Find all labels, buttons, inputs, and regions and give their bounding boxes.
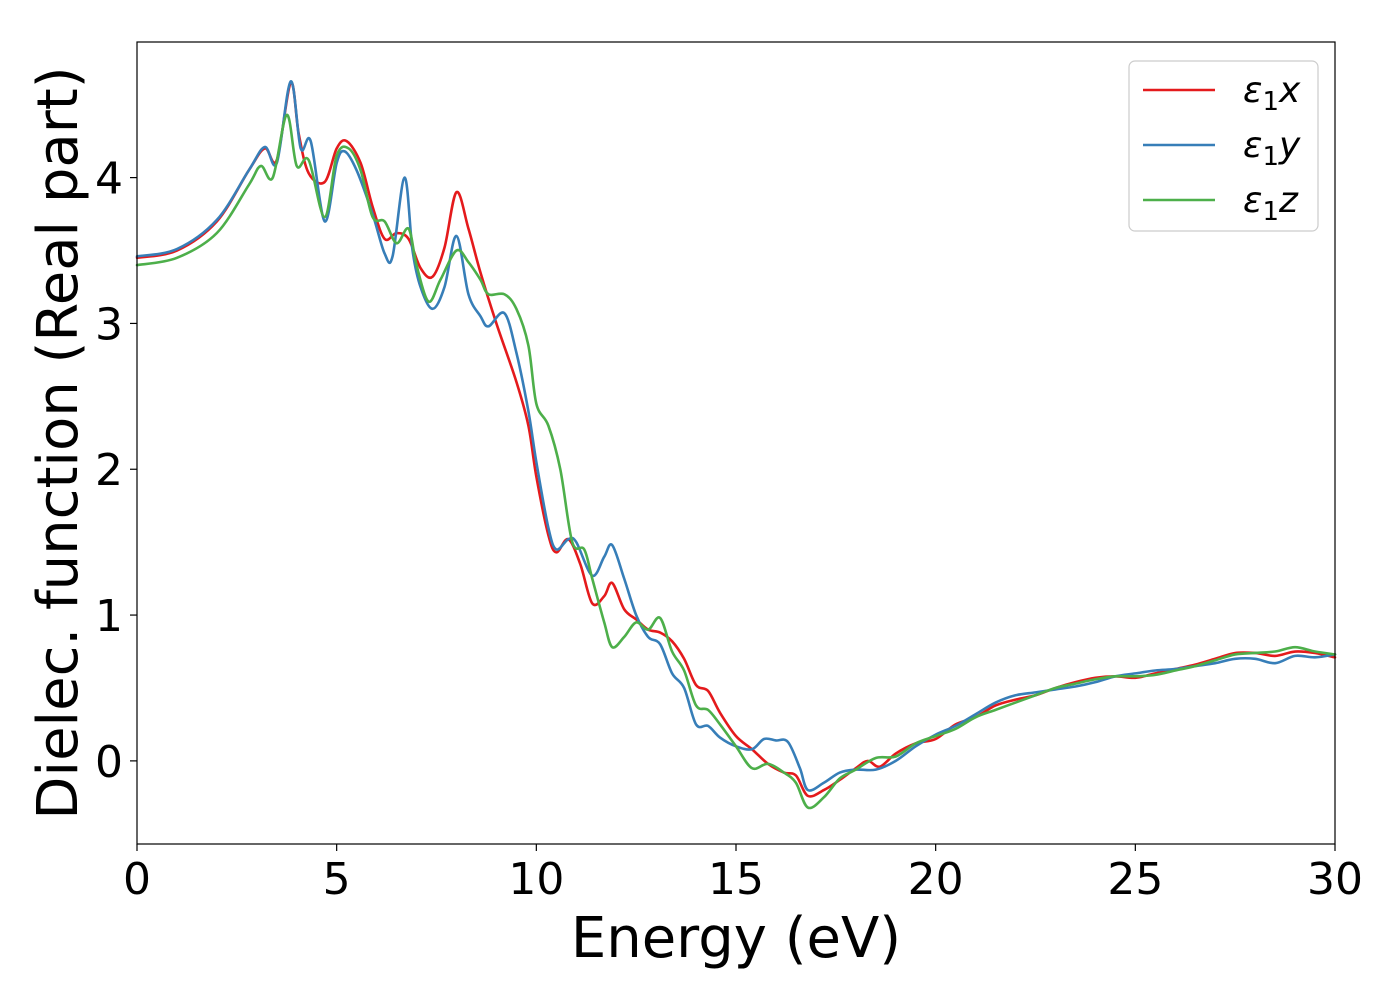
series-line-x xyxy=(135,81,1337,798)
x-axis: 0 5 10 15 20 25 30 xyxy=(123,844,1363,905)
legend-label-z: ε1z xyxy=(1243,180,1299,227)
y-axis-label: Dielec. function (Real part) xyxy=(26,66,91,819)
x-tick-label: 0 xyxy=(123,854,151,905)
series-layer xyxy=(135,80,1337,810)
y-axis: 0 1 2 3 4 xyxy=(95,154,137,788)
y-tick-label: 3 xyxy=(95,299,123,350)
x-tick-label: 5 xyxy=(323,854,351,905)
x-tick-label: 25 xyxy=(1107,854,1163,905)
x-axis-label: Energy (eV) xyxy=(571,906,901,971)
x-tick-label: 10 xyxy=(508,854,564,905)
series-line-z xyxy=(135,113,1337,810)
legend-label-y: ε1y xyxy=(1243,125,1301,172)
x-tick-label: 20 xyxy=(908,854,964,905)
legend-box xyxy=(1128,60,1319,232)
x-tick-label: 30 xyxy=(1307,854,1363,905)
y-tick-label: 4 xyxy=(95,154,123,205)
y-tick-label: 0 xyxy=(95,737,123,788)
y-tick-label: 1 xyxy=(95,591,123,642)
legend: ε1x ε1y ε1z xyxy=(1128,60,1319,232)
x-tick-label: 15 xyxy=(708,854,764,905)
y-tick-label: 2 xyxy=(95,445,123,496)
legend-label-x: ε1x xyxy=(1243,70,1301,117)
